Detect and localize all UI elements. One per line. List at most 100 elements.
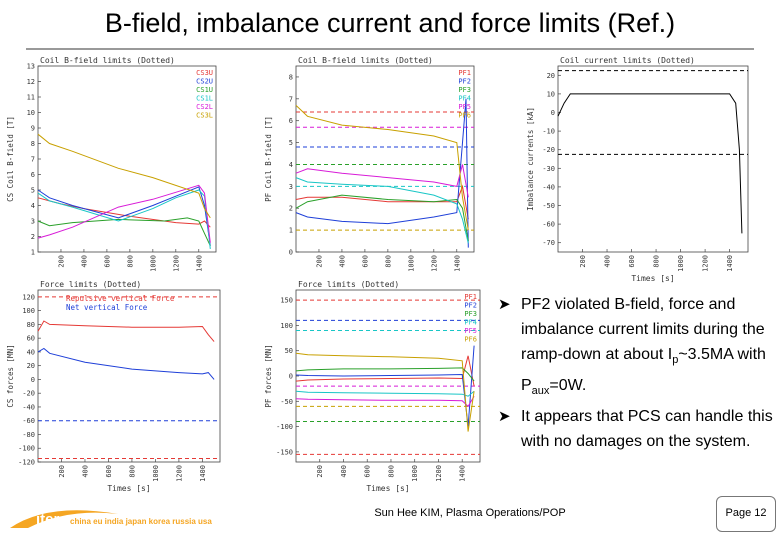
y-tick-label: -70 (542, 239, 555, 247)
y-tick-label: 7 (31, 156, 35, 164)
legend-entry: Net vertical Force (66, 303, 148, 312)
legend-entry: PF3 (464, 310, 477, 318)
x-tick-label: 1200 (175, 465, 183, 482)
y-tick-label: 100 (280, 322, 293, 330)
cs-force-chart: Force limits (Dotted) CS forces [MN] -120 -… (4, 276, 228, 494)
x-tick-label: 600 (103, 255, 111, 268)
chart-title: Coil current limits (Dotted) (560, 56, 695, 65)
x-tick-label: 600 (628, 255, 636, 268)
series-line (295, 352, 475, 432)
series-line (295, 367, 475, 382)
x-tick-label: 600 (361, 255, 369, 268)
x-tick-label: 1400 (459, 465, 467, 482)
legend-entry: PF2 (458, 78, 471, 86)
chart-title: Force limits (Dotted) (298, 280, 399, 289)
series-line (37, 320, 215, 342)
iter-logo: iter china eu india japan korea russia u… (8, 500, 228, 530)
legend-entry: PF5 (464, 327, 477, 335)
y-tick-label: 100 (22, 307, 35, 315)
y-tick-label: -40 (22, 403, 35, 411)
x-tick-label: 200 (315, 255, 323, 268)
x-tick-label: 200 (316, 465, 324, 478)
y-tick-label: 20 (547, 72, 555, 80)
y-tick-label: 6 (289, 117, 293, 125)
plot-frame (37, 65, 217, 253)
bullet-item: ➤ It appears that PCS can handle this wi… (492, 404, 777, 454)
series-line (37, 217, 211, 247)
y-tick-label: 8 (31, 140, 35, 148)
y-tick-label: -60 (22, 417, 35, 425)
x-tick-label: 800 (653, 255, 661, 268)
legend-entry: Repulsive vertical Force (66, 294, 175, 303)
title-divider (26, 48, 754, 50)
x-tick-label: 1400 (195, 255, 203, 272)
legend-entry: CS3U (196, 69, 213, 77)
y-tick-label: 0 (289, 373, 293, 381)
chart-title: Force limits (Dotted) (40, 280, 141, 289)
x-axis-label: Times [s] (107, 484, 150, 493)
legend-entry: CS2L (196, 103, 213, 111)
y-tick-label: -20 (542, 146, 555, 154)
x-tick-label: 1400 (199, 465, 207, 482)
cs-bfield-chart: Coil B-field limits (Dotted) CS Coil B-fi… (4, 52, 224, 276)
series-line (295, 390, 475, 397)
cs-force-svg: Force limits (Dotted) CS forces [MN] -120 -… (6, 280, 221, 493)
y-tick-label: 13 (27, 63, 35, 71)
y-tick-label: -100 (18, 445, 35, 453)
x-tick-label: 1000 (149, 255, 157, 272)
y-tick-label: 40 (27, 348, 35, 356)
plot-frame (37, 289, 221, 463)
x-tick-label: 1200 (430, 255, 438, 272)
x-tick-label: 400 (81, 465, 89, 478)
arrow-bullet-icon: ➤ (498, 408, 511, 426)
legend-entry: PF6 (458, 112, 471, 120)
bullet-subscript: aux (531, 385, 550, 398)
x-tick-label: 1000 (152, 465, 160, 482)
series-line (557, 93, 743, 234)
y-tick-label: -10 (542, 128, 555, 136)
legend-entry: CS1U (196, 86, 213, 94)
y-tick-label: -50 (542, 202, 555, 210)
y-tick-label: 0 (551, 109, 555, 117)
y-tick-label: 12 (27, 78, 35, 86)
y-tick-label: -60 (542, 221, 555, 229)
y-tick-label: 7 (289, 95, 293, 103)
pf-bfield-svg: Coil B-field limits (Dotted) PF Coil B-fi… (264, 56, 475, 272)
y-tick-label: 3 (31, 218, 35, 226)
legend-entry: PF5 (458, 103, 471, 111)
legend-entry: CS1L (196, 95, 213, 103)
x-axis-label: Times [s] (631, 274, 674, 283)
x-tick-label: 1000 (411, 465, 419, 482)
y-tick-label: 150 (280, 297, 293, 305)
x-tick-label: 200 (57, 255, 65, 268)
page-number: Page 12 (725, 507, 767, 519)
y-tick-label: 8 (289, 73, 293, 81)
y-tick-label: -100 (276, 423, 293, 431)
bullet-text: It appears that PCS can handle this with… (521, 408, 773, 451)
legend-entry: PF4 (458, 95, 471, 103)
x-tick-label: 1400 (453, 255, 461, 272)
bullet-list: ➤ PF2 violated B-field, force and imbala… (492, 292, 777, 454)
y-tick-label: 1 (31, 249, 35, 257)
series-line (37, 133, 211, 219)
x-tick-label: 400 (80, 255, 88, 268)
imbalance-svg: Coil current limits (Dotted) Imbalance cu… (526, 56, 749, 283)
y-tick-label: 1 (289, 227, 293, 235)
y-tick-label: 4 (31, 202, 35, 210)
x-tick-label: 1200 (435, 465, 443, 482)
x-axis-label: Times [s] (366, 484, 409, 493)
y-tick-label: -80 (22, 431, 35, 439)
bullet-text: PF2 violated B-field, force and imbalanc… (521, 296, 765, 363)
page-number-box: Page 12 (716, 496, 776, 532)
series-line (37, 184, 211, 243)
x-tick-label: 1000 (677, 255, 685, 272)
y-tick-label: -120 (18, 459, 35, 467)
y-tick-label: 2 (289, 205, 293, 213)
pf-force-chart: Force limits (Dotted) PF forces [MN] -150 -… (262, 276, 488, 494)
plot-frame (557, 65, 749, 253)
y-tick-label: -20 (22, 390, 35, 398)
y-tick-label: -150 (276, 448, 293, 456)
y-tick-label: 60 (27, 335, 35, 343)
y-tick-label: 80 (27, 321, 35, 329)
x-tick-label: 800 (384, 255, 392, 268)
